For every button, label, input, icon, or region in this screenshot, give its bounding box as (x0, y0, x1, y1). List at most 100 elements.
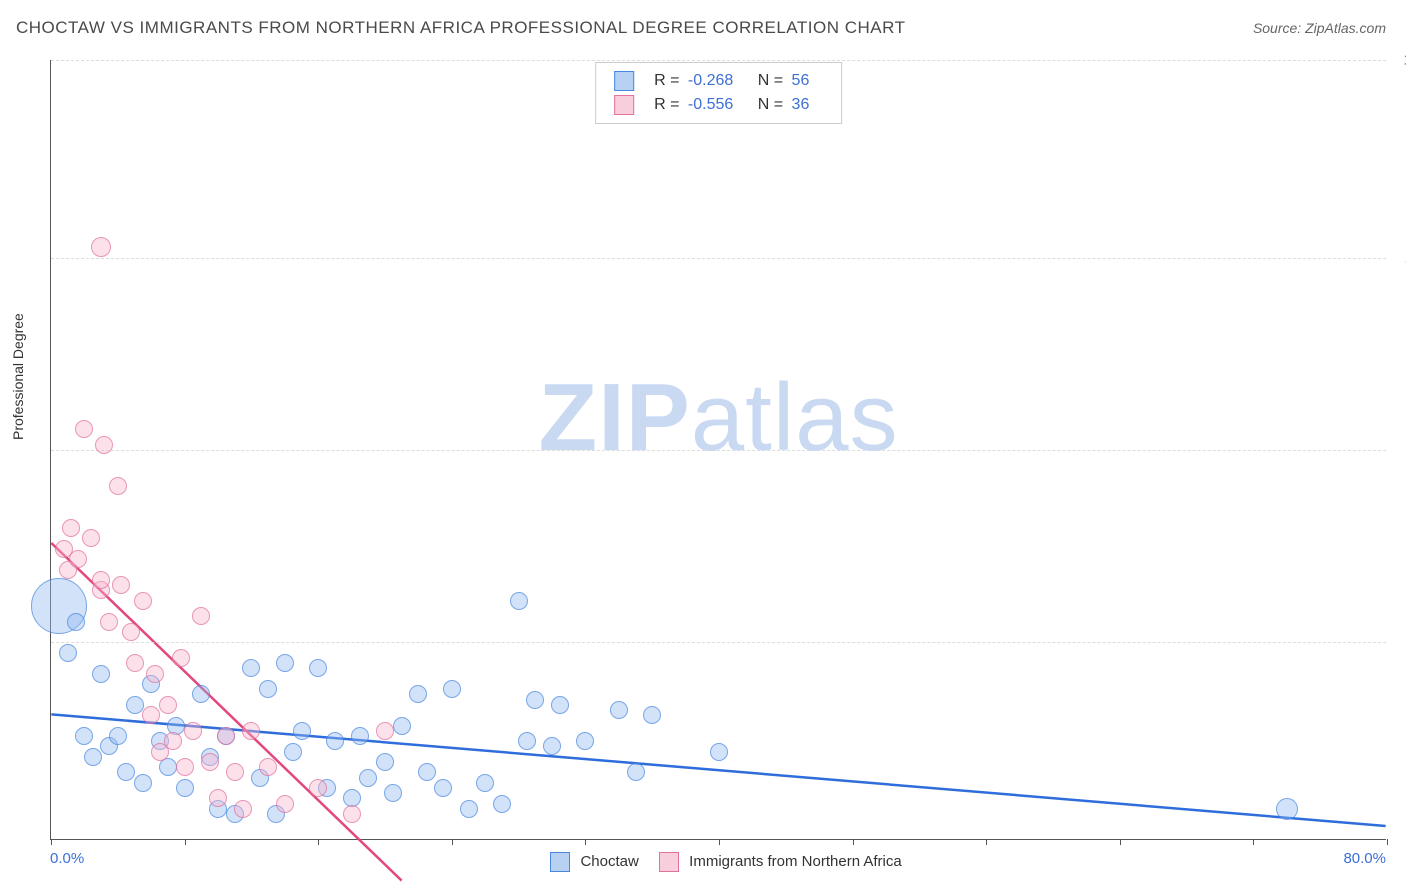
x-tick (1120, 839, 1121, 845)
data-point-choctaw (576, 732, 594, 750)
legend-label-immigrants: Immigrants from Northern Africa (689, 853, 902, 870)
stat-n-label-1: N = (758, 72, 783, 89)
data-point-choctaw (326, 732, 344, 750)
swatch-blue-icon (614, 71, 634, 91)
data-point-choctaw (276, 654, 294, 672)
x-tick (1387, 839, 1388, 845)
data-point-immigrants (172, 649, 190, 667)
stat-r-label-1: R = (654, 72, 679, 89)
data-point-immigrants (82, 529, 100, 547)
x-tick (986, 839, 987, 845)
x-axis-min-label: 0.0% (50, 850, 84, 867)
stats-legend: R = -0.268 N = 56 R = -0.556 N = 36 (595, 62, 843, 124)
gridline-h (51, 258, 1386, 259)
data-point-choctaw (59, 644, 77, 662)
data-point-immigrants (109, 477, 127, 495)
source-attribution: Source: ZipAtlas.com (1253, 20, 1386, 36)
x-tick (719, 839, 720, 845)
data-point-choctaw (434, 779, 452, 797)
watermark-atlas: atlas (691, 364, 899, 471)
data-point-choctaw (351, 727, 369, 745)
data-point-choctaw (109, 727, 127, 745)
data-point-immigrants (134, 592, 152, 610)
stat-n-value-1: 56 (792, 72, 810, 89)
data-point-choctaw (543, 737, 561, 755)
watermark-zip: ZIP (538, 364, 690, 471)
data-point-choctaw (643, 706, 661, 724)
series-legend: Choctaw Immigrants from Northern Africa (50, 852, 1386, 872)
data-point-choctaw (126, 696, 144, 714)
data-point-immigrants (95, 436, 113, 454)
data-point-choctaw (176, 779, 194, 797)
data-point-choctaw (409, 685, 427, 703)
data-point-immigrants (91, 237, 111, 257)
y-axis-label: Professional Degree (10, 313, 26, 440)
data-point-immigrants (192, 607, 210, 625)
gridline-h (51, 450, 1386, 451)
legend-label-choctaw: Choctaw (580, 853, 638, 870)
data-point-choctaw (610, 701, 628, 719)
legend-swatch-pink-icon (659, 852, 679, 872)
data-point-immigrants (75, 420, 93, 438)
plot-region: ZIPatlas R = -0.268 N = 56 R = -0.556 N … (50, 60, 1386, 840)
data-point-choctaw (293, 722, 311, 740)
stat-r-value-2: -0.556 (688, 96, 733, 113)
data-point-choctaw (384, 784, 402, 802)
data-point-immigrants (146, 665, 164, 683)
x-tick (452, 839, 453, 845)
data-point-choctaw (284, 743, 302, 761)
data-point-immigrants (126, 654, 144, 672)
x-axis-max-label: 80.0% (1343, 850, 1386, 867)
data-point-choctaw (259, 680, 277, 698)
data-point-immigrants (217, 727, 235, 745)
data-point-choctaw (710, 743, 728, 761)
data-point-choctaw (92, 665, 110, 683)
data-point-immigrants (259, 758, 277, 776)
x-tick (185, 839, 186, 845)
data-point-choctaw (75, 727, 93, 745)
data-point-choctaw (551, 696, 569, 714)
data-point-choctaw (418, 763, 436, 781)
data-point-immigrants (226, 763, 244, 781)
x-tick (853, 839, 854, 845)
data-point-choctaw (393, 717, 411, 735)
data-point-immigrants (201, 753, 219, 771)
watermark: ZIPatlas (538, 363, 898, 473)
stats-row-2: R = -0.556 N = 36 (614, 93, 824, 117)
stat-r-label-2: R = (654, 96, 679, 113)
data-point-choctaw (117, 763, 135, 781)
data-point-immigrants (276, 795, 294, 813)
data-point-choctaw (526, 691, 544, 709)
data-point-immigrants (142, 706, 160, 724)
data-point-immigrants (122, 623, 140, 641)
data-point-choctaw (1276, 798, 1298, 820)
x-tick (318, 839, 319, 845)
gridline-h (51, 60, 1386, 61)
stat-n-value-2: 36 (792, 96, 810, 113)
legend-swatch-blue-icon (550, 852, 570, 872)
data-point-immigrants (309, 779, 327, 797)
data-point-immigrants (184, 722, 202, 740)
data-point-choctaw (476, 774, 494, 792)
data-point-choctaw (510, 592, 528, 610)
data-point-immigrants (159, 696, 177, 714)
data-point-choctaw (518, 732, 536, 750)
data-point-choctaw (359, 769, 377, 787)
data-point-choctaw (67, 613, 85, 631)
data-point-choctaw (309, 659, 327, 677)
chart-title: CHOCTAW VS IMMIGRANTS FROM NORTHERN AFRI… (16, 18, 905, 38)
data-point-choctaw (134, 774, 152, 792)
data-point-immigrants (209, 789, 227, 807)
swatch-pink-icon (614, 95, 634, 115)
data-point-immigrants (100, 613, 118, 631)
data-point-immigrants (234, 800, 252, 818)
data-point-choctaw (242, 659, 260, 677)
data-point-immigrants (164, 732, 182, 750)
x-tick (51, 839, 52, 845)
stats-row-1: R = -0.268 N = 56 (614, 69, 824, 93)
data-point-choctaw (627, 763, 645, 781)
data-point-choctaw (84, 748, 102, 766)
data-point-immigrants (176, 758, 194, 776)
gridline-h (51, 642, 1386, 643)
data-point-immigrants (242, 722, 260, 740)
